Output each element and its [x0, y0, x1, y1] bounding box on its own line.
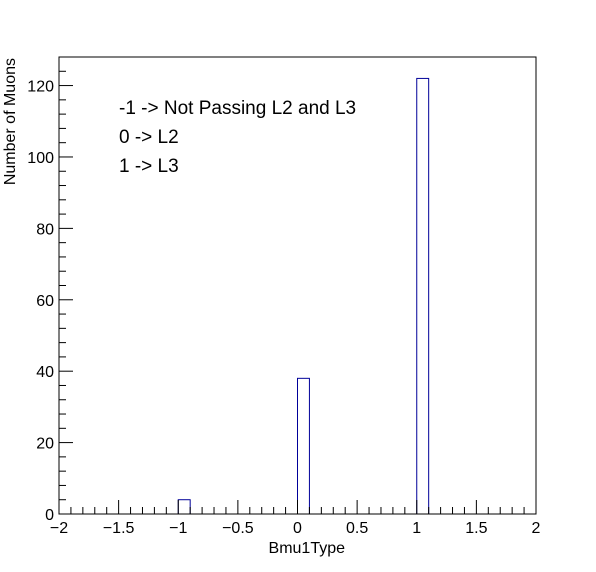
x-tick-label: 0.5 — [346, 520, 368, 537]
x-tick-label: 0 — [293, 520, 302, 537]
histogram-bar — [298, 378, 310, 514]
y-tick-label: 100 — [27, 150, 54, 167]
histogram-bars — [178, 78, 428, 514]
y-tick-label: 60 — [36, 293, 54, 310]
y-tick-label: 80 — [36, 221, 54, 238]
x-tick-label: 2 — [532, 520, 541, 537]
annotation-l3: 1 -> L3 — [119, 156, 179, 177]
histogram-bar — [178, 500, 190, 514]
y-tick-label: 20 — [36, 436, 54, 453]
annotation-not-passing: -1 -> Not Passing L2 and L3 — [119, 98, 356, 119]
x-tick-label: −1.5 — [103, 520, 135, 537]
y-tick-label: 0 — [45, 507, 54, 524]
annotation-l2: 0 -> L2 — [119, 127, 179, 148]
y-tick-label: 40 — [36, 364, 54, 381]
x-tick-label: −0.5 — [222, 520, 254, 537]
x-tick-label: 1.5 — [465, 520, 487, 537]
x-axis-label: Bmu1Type — [269, 540, 346, 557]
y-tick-label: 120 — [27, 79, 54, 96]
y-axis-label: Number of Muons — [2, 58, 19, 185]
x-tick-label: −1 — [169, 520, 187, 537]
x-tick-label: 1 — [412, 520, 421, 537]
legend-annotations: -1 -> Not Passing L2 and L3 0 -> L2 1 ->… — [119, 98, 356, 177]
histogram-bar — [417, 78, 429, 514]
